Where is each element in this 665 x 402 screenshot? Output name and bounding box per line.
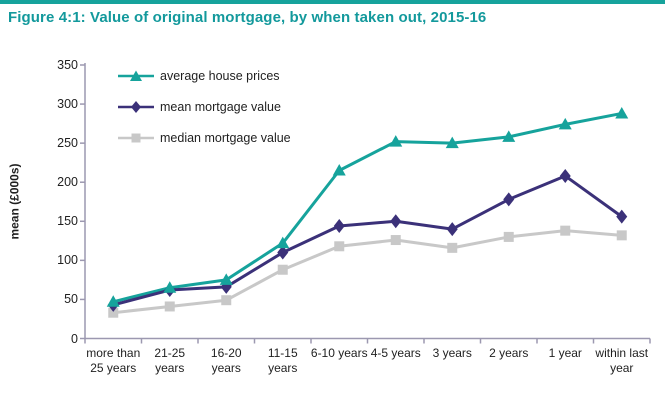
y-tick-label: 200	[57, 175, 78, 190]
x-category-label: 1 year	[548, 346, 582, 360]
marker-triangle-average-house-prices	[558, 117, 572, 130]
legend-label: mean mortgage value	[160, 99, 281, 114]
marker-diamond-mean-mortgage-value	[277, 245, 289, 260]
marker-triangle-average-house-prices	[615, 106, 629, 119]
marker-square-median-mortgage-value	[221, 295, 232, 306]
square-legend-icon	[118, 133, 154, 142]
chart-title: Figure 4:1: Value of original mortgage, …	[8, 9, 487, 26]
x-category-label: 3 years	[432, 346, 472, 360]
marker-triangle-average-house-prices	[332, 163, 346, 176]
series-line-average-house-prices	[112, 111, 623, 304]
y-tick-label: 0	[71, 331, 78, 346]
x-category-label: 2 years	[489, 346, 529, 360]
marker-triangle-average-house-prices	[163, 281, 177, 293]
marker-square-median-mortgage-value	[108, 307, 119, 318]
marker-diamond-mean-mortgage-value	[503, 192, 515, 207]
marker-triangle-average-house-prices	[445, 136, 459, 149]
series-line-median-mortgage-value	[113, 229, 622, 315]
marker-square-median-mortgage-value	[503, 231, 514, 242]
marker-diamond-mean-mortgage-value	[559, 168, 571, 183]
y-axis-title: mean (£000s)	[7, 163, 22, 240]
y-tick-label: 250	[57, 136, 78, 151]
top-border-accent	[0, 0, 665, 4]
y-tick-label: 100	[57, 253, 78, 268]
x-category-label: more than 25 years	[86, 346, 141, 375]
marker-square-median-mortgage-value	[447, 242, 458, 253]
marker-diamond-mean-mortgage-value	[333, 218, 345, 233]
x-category-label: 11-15 years	[267, 346, 298, 375]
x-category-label: 21-25 years	[154, 346, 186, 375]
triangle-legend-icon	[118, 70, 154, 81]
marker-square-median-mortgage-value	[334, 241, 345, 252]
legend-item-median-mortgage-value: median mortgage value	[118, 122, 291, 153]
y-tick-label: 50	[64, 292, 78, 307]
marker-square-median-mortgage-value	[164, 301, 175, 312]
y-tick-label: 300	[57, 97, 78, 112]
y-tick-label: 150	[57, 214, 78, 229]
marker-square-median-mortgage-value	[616, 230, 627, 241]
marker-triangle-average-house-prices	[219, 273, 233, 285]
legend-label: median mortgage value	[160, 130, 291, 145]
legend-item-average-house-prices: average house prices	[118, 60, 291, 91]
y-tick-label: 350	[57, 58, 78, 72]
legend: average house prices mean mortgage value m…	[118, 60, 291, 153]
x-category-label: 4-5 years	[370, 346, 421, 360]
legend-label: average house prices	[160, 68, 280, 83]
marker-triangle-average-house-prices	[276, 236, 290, 249]
marker-triangle-average-house-prices	[389, 135, 403, 147]
diamond-legend-icon	[118, 100, 154, 113]
marker-square-median-mortgage-value	[390, 235, 401, 246]
series-line-mean-mortgage-value	[112, 174, 623, 307]
marker-diamond-mean-mortgage-value	[390, 214, 402, 229]
x-category-label: 6-10 years	[310, 346, 368, 360]
legend-item-mean-mortgage-value: mean mortgage value	[118, 91, 291, 122]
x-category-label: within last year	[595, 346, 649, 375]
marker-triangle-average-house-prices	[502, 130, 516, 142]
marker-square-median-mortgage-value	[560, 225, 571, 236]
marker-triangle-average-house-prices	[106, 295, 120, 307]
marker-diamond-mean-mortgage-value	[616, 209, 628, 224]
marker-square-median-mortgage-value	[277, 264, 288, 275]
x-category-label: 16-20 years	[210, 346, 242, 375]
marker-diamond-mean-mortgage-value	[446, 222, 458, 237]
